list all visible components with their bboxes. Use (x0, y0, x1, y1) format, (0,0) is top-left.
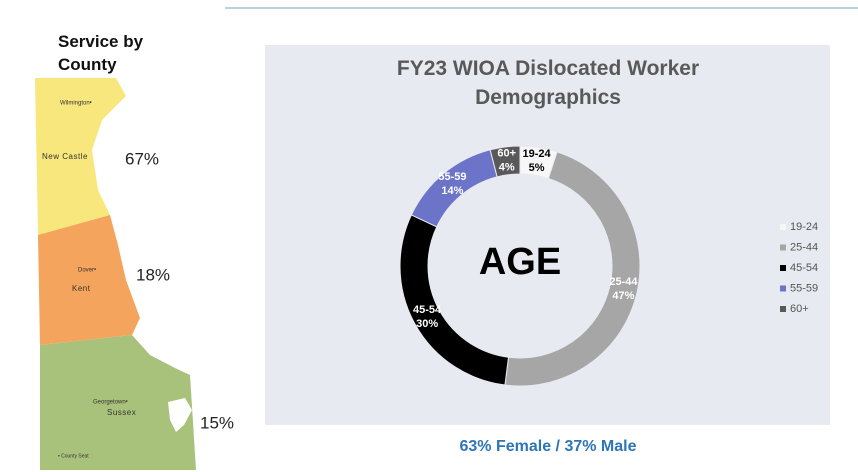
legend-swatch (780, 306, 786, 312)
donut-segment (504, 151, 641, 387)
chart-title: FY23 WIOA Dislocated Worker Demographics (396, 57, 700, 109)
legend-label: 25-44 (790, 241, 818, 253)
legend-swatch (780, 265, 786, 271)
legend-label: 60+ (790, 303, 809, 315)
segment-value-label: 5% (529, 162, 545, 174)
county-kent (38, 215, 140, 345)
county-seat: Wilmington• (60, 101, 92, 107)
donut-segment (489, 145, 521, 178)
county-new-castle (35, 78, 126, 235)
segment-category: 55-59 (438, 171, 466, 183)
county-share: 18% (136, 265, 170, 284)
center-label: AGE (479, 241, 561, 283)
segment-value-label: 14% (441, 185, 463, 197)
segment-category: 45-54 (413, 304, 442, 316)
county-share: 67% (125, 149, 159, 168)
county-share: 15% (200, 413, 234, 432)
segment-category: 19-24 (523, 148, 552, 160)
inlet (168, 398, 192, 432)
legend-swatch (780, 244, 786, 251)
county-name: Sussex (107, 408, 136, 417)
county-seat: Dover• (78, 268, 96, 274)
segment-category: 25-44 (609, 276, 638, 288)
segment-value-label: 47% (612, 290, 634, 302)
map (35, 78, 196, 470)
county-name: Kent (72, 284, 91, 293)
county-name: New Castle (42, 152, 88, 161)
county-sussex (40, 335, 196, 470)
legend-label: 19-24 (790, 221, 818, 233)
legend-swatch (780, 224, 786, 230)
county-seat: Georgetown• (93, 400, 128, 406)
segment-value-label: 30% (416, 318, 438, 330)
legend-label: 45-54 (790, 262, 818, 274)
map-title: Service by County (58, 32, 144, 74)
segment-category: 60+ (497, 148, 516, 160)
map-legend: • County Seat (58, 453, 89, 459)
legend-label: 55-59 (790, 282, 818, 294)
legend-swatch (780, 285, 786, 292)
segment-value-label: 4% (499, 162, 515, 174)
footer: 63% Female / 37% Male (460, 438, 637, 455)
